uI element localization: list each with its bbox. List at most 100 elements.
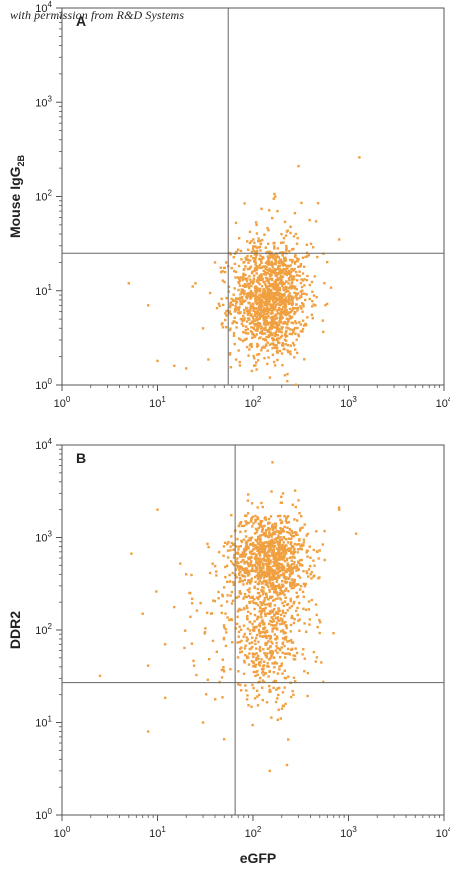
data-point xyxy=(256,249,259,253)
data-point xyxy=(246,283,249,286)
data-point xyxy=(293,307,296,310)
data-point xyxy=(258,282,261,286)
data-point xyxy=(304,608,308,611)
data-point xyxy=(242,672,246,675)
data-point xyxy=(264,283,267,286)
data-point xyxy=(285,334,289,338)
data-point xyxy=(271,539,274,542)
data-point xyxy=(276,267,280,271)
data-point xyxy=(275,350,279,353)
data-point xyxy=(259,278,262,281)
data-point xyxy=(282,604,285,607)
data-point xyxy=(308,283,311,287)
data-point xyxy=(261,671,264,674)
data-point xyxy=(270,585,273,588)
data-point xyxy=(266,556,269,559)
data-point xyxy=(301,256,305,259)
data-point xyxy=(252,547,255,551)
data-point xyxy=(253,598,256,601)
data-point xyxy=(239,628,243,631)
data-point xyxy=(282,322,285,325)
data-point xyxy=(244,550,247,553)
data-point xyxy=(275,327,279,330)
data-point xyxy=(239,553,242,556)
data-point xyxy=(268,590,271,593)
data-point xyxy=(292,582,295,585)
data-point xyxy=(247,663,251,666)
data-point xyxy=(271,662,274,665)
data-point xyxy=(289,328,292,331)
data-point xyxy=(307,254,310,257)
data-point xyxy=(277,327,280,330)
data-point xyxy=(296,568,300,572)
data-point xyxy=(286,531,289,534)
data-point xyxy=(238,278,241,282)
data-point xyxy=(289,316,292,319)
data-point xyxy=(318,618,321,622)
data-point xyxy=(233,262,237,266)
data-point xyxy=(254,295,258,298)
data-point xyxy=(273,541,276,544)
data-point xyxy=(299,563,302,566)
data-point xyxy=(294,533,298,536)
data-point xyxy=(273,598,277,601)
data-point xyxy=(258,303,261,306)
data-point xyxy=(307,568,311,571)
data-point xyxy=(295,257,299,260)
data-point xyxy=(229,327,232,330)
data-point xyxy=(279,259,283,262)
data-point xyxy=(244,514,247,517)
data-point xyxy=(274,280,278,283)
data-point xyxy=(260,257,264,260)
data-point xyxy=(251,306,255,309)
data-point xyxy=(284,343,287,346)
data-point xyxy=(297,562,300,565)
data-point xyxy=(271,461,274,464)
data-point xyxy=(267,335,270,339)
data-point xyxy=(251,683,254,687)
data-point xyxy=(294,505,297,509)
data-point xyxy=(296,309,299,312)
data-point xyxy=(285,559,289,562)
y-axis-title-subscript: 2B xyxy=(16,154,26,166)
data-point xyxy=(258,239,262,242)
data-point xyxy=(141,612,144,615)
data-point xyxy=(276,697,279,700)
data-point xyxy=(263,651,266,655)
data-point xyxy=(305,630,308,633)
data-point xyxy=(225,261,228,264)
data-point xyxy=(255,601,258,605)
data-point xyxy=(296,260,299,263)
data-point xyxy=(267,622,271,626)
data-point xyxy=(260,266,263,270)
data-point xyxy=(230,541,233,545)
data-point xyxy=(270,595,273,598)
data-point xyxy=(289,623,293,627)
data-point xyxy=(262,318,265,322)
data-point xyxy=(229,549,232,552)
data-point xyxy=(259,249,262,252)
data-point xyxy=(299,290,302,293)
data-point xyxy=(258,646,262,649)
data-point xyxy=(315,613,318,617)
data-point xyxy=(287,277,291,280)
data-point xyxy=(243,595,246,599)
data-point xyxy=(295,274,299,277)
data-point xyxy=(253,260,256,263)
data-point xyxy=(268,567,272,570)
data-point xyxy=(238,364,242,367)
data-point xyxy=(254,290,257,293)
data-point xyxy=(268,274,272,277)
data-point xyxy=(258,629,261,633)
data-point xyxy=(275,547,279,550)
data-point xyxy=(284,290,288,293)
data-point xyxy=(239,566,242,569)
data-point xyxy=(225,309,228,313)
data-point xyxy=(306,694,309,698)
data-point xyxy=(258,314,261,317)
data-point xyxy=(233,307,237,311)
data-point xyxy=(296,533,299,537)
data-point xyxy=(275,644,278,648)
data-point xyxy=(275,580,278,583)
data-point xyxy=(256,311,259,315)
